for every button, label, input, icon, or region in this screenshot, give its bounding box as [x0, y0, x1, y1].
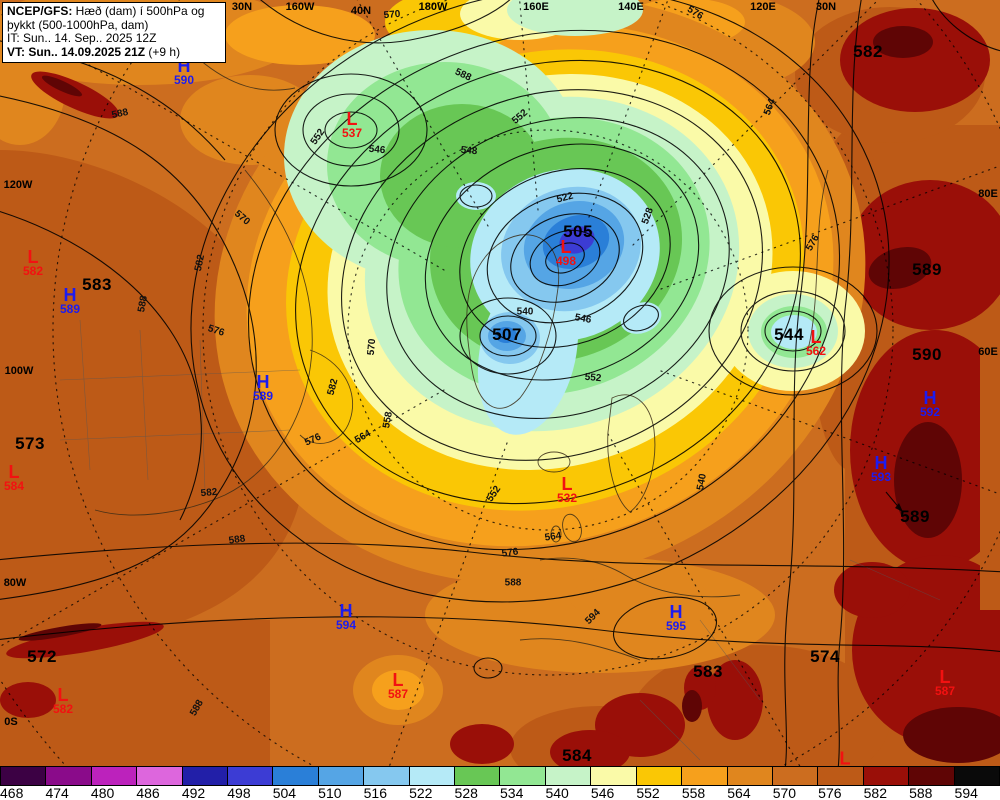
title-line-2: þykkt (500-1000hPa, dam): [7, 17, 149, 32]
colorbar-swatch-516: [364, 767, 410, 786]
colorbar-swatch-510: [318, 767, 365, 786]
colorbar-swatch-570: [772, 767, 819, 786]
colorbar-label-540: 540: [545, 785, 569, 800]
colorbar-labels: 468 474 480 486 492 498 504 510 516 522 528 534 540 5…: [0, 785, 1000, 800]
colorbar-swatch-480: [91, 767, 138, 786]
title-line-1-rest: Hæð (dam) í 500hPa og: [72, 4, 205, 18]
colorbar-swatch-474: [46, 767, 92, 786]
colorbar-label-594: 594: [954, 785, 978, 800]
colorbar-swatches: [0, 766, 1000, 786]
colorbar-label-486: 486: [136, 785, 160, 800]
colorbar-swatch-528: [455, 767, 501, 786]
title-line-1: NCEP/GFS: Hæð (dam) í 500hPa og: [7, 4, 221, 19]
weather-field-svg: [0, 0, 1000, 766]
valid-time: VT: Sun.. 14.09.2025 21Z (+9 h): [7, 44, 221, 60]
colorbar-swatch-504: [273, 767, 319, 786]
colorbar: 468 474 480 486 492 498 504 510 516 522 528 534 540 5…: [0, 766, 1000, 800]
title-box: NCEP/GFS: Hæð (dam) í 500hPa og þykkt (5…: [2, 2, 226, 63]
colorbar-swatch-552: [636, 767, 683, 786]
colorbar-label-474: 474: [45, 785, 69, 800]
colorbar-label-468: 468: [0, 785, 24, 800]
coastline-layer: [94, 59, 829, 661]
colorbar-label-534: 534: [500, 785, 524, 800]
colorbar-label-498: 498: [227, 785, 251, 800]
colorbar-label-492: 492: [181, 785, 206, 800]
colorbar-swatch-546: [591, 767, 637, 786]
colorbar-swatch-534: [500, 767, 546, 786]
colorbar-label-480: 480: [90, 785, 115, 800]
colorbar-swatch-486: [137, 767, 183, 786]
colorbar-label-516: 516: [363, 785, 387, 800]
colorbar-label-552: 552: [636, 785, 660, 800]
valid-time-offset: (+9 h): [145, 44, 181, 59]
colorbar-swatch-468: [0, 767, 47, 786]
model-name: NCEP/GFS:: [7, 4, 73, 18]
colorbar-label-570: 570: [772, 785, 797, 800]
colorbar-swatch-576: [818, 767, 864, 786]
graticule-layer: [0, 0, 1000, 766]
border-layer: [59, 319, 941, 761]
colorbar-swatch-564: [727, 767, 773, 786]
colorbar-swatch-588: [909, 767, 955, 786]
colorbar-label-576: 576: [818, 785, 842, 800]
colorbar-swatch-540: [545, 767, 592, 786]
colorbar-swatch-558: [682, 767, 728, 786]
colorbar-swatch-582: [863, 767, 910, 786]
init-time: IT: Sun.. 14. Sep.. 2025 12Z: [7, 31, 157, 45]
valid-time-main: VT: Sun.. 14.09.2025 21Z: [7, 44, 146, 59]
colorbar-label-546: 546: [590, 785, 615, 800]
map-canvas: 30N 160W 40N 180W 160E 140E 120E 30N 120W 100W 80W…: [0, 0, 1000, 766]
colorbar-label-564: 564: [727, 785, 751, 800]
contour-layer: [0, 0, 1000, 766]
colorbar-label-528: 528: [454, 785, 478, 800]
colorbar-label-588: 588: [909, 785, 933, 800]
field-layer: [0, 0, 1000, 766]
colorbar-label-558: 558: [681, 785, 706, 800]
colorbar-label-510: 510: [318, 785, 342, 800]
colorbar-label-504: 504: [272, 785, 297, 800]
colorbar-label-522: 522: [409, 785, 433, 800]
colorbar-swatch-498: [228, 767, 274, 786]
colorbar-swatch-492: [182, 767, 229, 786]
colorbar-swatch-594: [954, 767, 1000, 786]
colorbar-label-582: 582: [863, 785, 887, 800]
colorbar-swatch-522: [409, 767, 456, 786]
